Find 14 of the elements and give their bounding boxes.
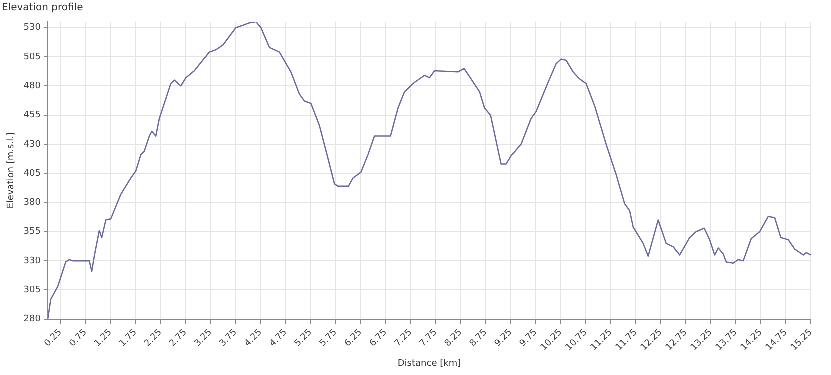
y-tick-label: 405 (24, 168, 41, 179)
y-tick-label: 380 (24, 198, 42, 208)
y-tick-label: 305 (24, 286, 41, 296)
y-tick-label: 480 (24, 81, 42, 92)
x-axis-title: Distance [km] (398, 358, 462, 369)
y-tick-label: 505 (24, 52, 41, 62)
chart-title: Elevation profile (2, 2, 84, 14)
y-tick-label: 430 (24, 140, 42, 150)
y-tick-label: 355 (24, 227, 41, 238)
y-axis-title: Elevation [m.s.l.] (6, 132, 17, 209)
y-tick-label: 530 (24, 23, 42, 34)
y-tick-label: 455 (24, 110, 41, 121)
y-tick-label: 280 (24, 314, 42, 325)
y-tick-label: 330 (24, 256, 42, 266)
